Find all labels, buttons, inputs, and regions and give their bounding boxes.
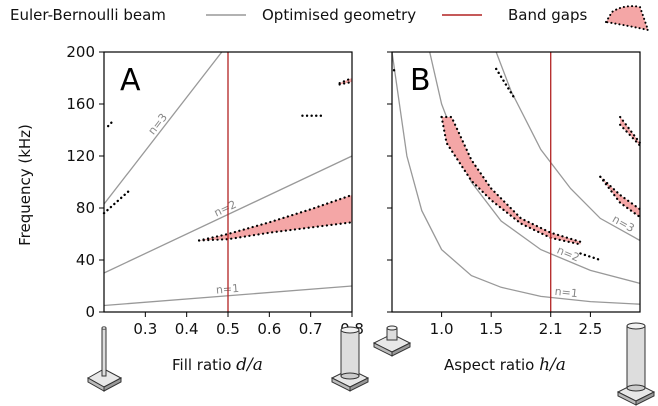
x-axis-label-b-text: Aspect ratio: [444, 356, 539, 374]
legend-swatch-band: [604, 5, 650, 32]
x-tick-label-a: 0.7: [299, 320, 323, 338]
band-gap-upper-edge-b-2: [599, 175, 642, 211]
euler-mode-line-b-3: [495, 52, 640, 242]
pillar-thick-short-icon: [330, 326, 370, 392]
band-gap-lower-edge-b-4: [579, 252, 602, 262]
legend-label-optimised: Optimised geometry: [262, 6, 416, 24]
x-axis-label-b: Aspect ratio h/a: [444, 355, 566, 375]
band-gap-lower-edge-a-3: [107, 118, 116, 128]
panel-b: n=1n=2n=3 1.0 1.5 2.1 2.5 B Aspect ratio h/…: [387, 51, 642, 375]
band-gap-lower-edge-b-5: [495, 67, 516, 99]
band-gap-lower-edge-b-6: [392, 69, 399, 74]
band-gap-lower-edge-b-1: [440, 115, 582, 246]
euler-mode-line-b-1: [392, 52, 640, 305]
x-tick-label-b: 2.5: [578, 320, 602, 338]
panel-letter-b: B: [410, 63, 431, 98]
plot-frame-b: [391, 51, 641, 313]
x-tick-label-a: 0.3: [133, 320, 157, 338]
y-tick-label: 80: [76, 199, 95, 217]
x-axis-label-a-var: d/a: [236, 355, 263, 375]
euler-mode-line-a-3: [104, 52, 223, 205]
x-axis-label-a-text: Fill ratio: [172, 356, 236, 374]
x-tick-label-a: 0.4: [175, 320, 199, 338]
x-tick-label-a: 0.6: [257, 320, 281, 338]
band-gap-lower-edge-b-3: [619, 123, 642, 147]
x-axis-label-a: Fill ratio d/a: [172, 355, 263, 375]
band-gap-lower-edge-a-1: [197, 221, 354, 242]
x-tick-label-b: 1.0: [430, 320, 454, 338]
band-gap-upper-edge-b-3: [619, 115, 642, 145]
panel-letter-a: A: [120, 63, 141, 98]
legend-label-band-gaps: Band gaps: [508, 6, 588, 24]
y-tick-label: 0: [85, 303, 95, 321]
legend-label-euler: Euler-Bernoulli beam: [10, 6, 166, 24]
x-tick-label-b: 2.1: [539, 320, 563, 338]
pillar-tall-icon: [616, 322, 656, 406]
y-tick-label: 200: [66, 43, 95, 61]
y-tick-label: 40: [76, 251, 95, 269]
band-gap-lower-edge-b-2: [599, 175, 642, 219]
x-tick-label-a: 0.5: [216, 320, 240, 338]
y-axis-label: Frequency (kHz): [16, 124, 34, 246]
y-tick-label: 160: [66, 95, 95, 113]
euler-mode-line-b-2: [429, 52, 640, 285]
pillar-stubby-icon: [372, 325, 412, 357]
pillar-thin-short-icon: [86, 326, 123, 392]
band-gap-lower-edge-a-2: [102, 190, 130, 215]
band-gap-b-1: [441, 117, 581, 245]
band-gap-upper-edge-b-1: [440, 115, 582, 243]
legend: Euler-Bernoulli beam Optimised geometry …: [10, 5, 650, 32]
x-axis-label-b-var: h/a: [539, 355, 566, 375]
band-gap-a-5: [339, 78, 352, 85]
band-gap-upper-edge-a-1: [197, 193, 354, 242]
band-gap-a-1: [199, 195, 352, 241]
x-tick-label-b: 1.5: [479, 320, 503, 338]
mode-label-b-1: n=1: [554, 285, 578, 300]
y-tick-label: 120: [66, 147, 95, 165]
panel-a: n=1n=2n=3 0.30.40.50.60.70.8040801201602…: [66, 43, 364, 375]
